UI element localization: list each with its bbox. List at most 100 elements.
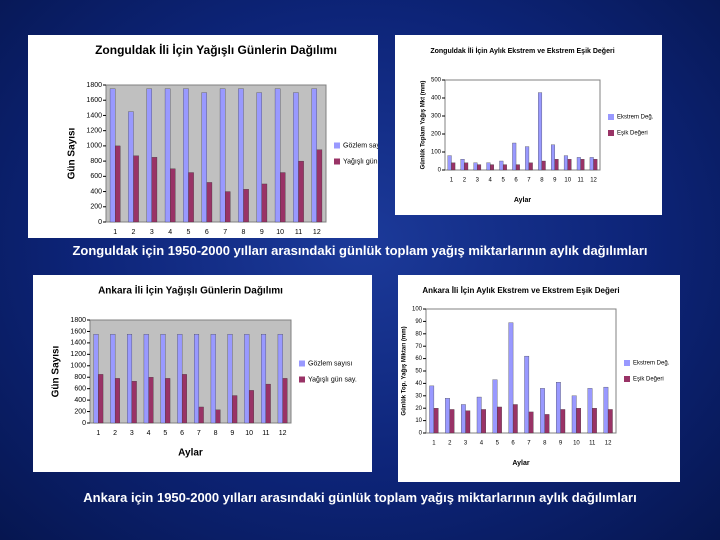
legend-label: Eşik Değeri [633,377,664,383]
y-tick-label: 300 [431,114,442,120]
bar [225,191,231,223]
x-tick-label: 1 [432,441,436,447]
x-tick-label: 3 [130,430,134,437]
y-tick-label: 100 [412,307,423,313]
bar [589,157,594,171]
bar [499,160,504,171]
bar [508,322,514,434]
y-axis-label: Günlük Top. Yağış Miktarı (mm) [402,326,408,415]
y-tick-label: 400 [90,188,102,195]
bar [164,88,171,223]
caption: Zonguldak için 1950-2000 yılları arasınd… [72,243,648,258]
chart-panel: Ankara İli İçin Aylık Ekstrem ve Ekstrem… [398,275,680,482]
legend-label: Yağışlı gün say. [343,158,378,165]
bar [473,162,478,171]
bar [194,334,200,424]
x-tick-label: 9 [553,178,557,184]
x-tick-label: 11 [589,441,596,447]
y-tick-label: 1800 [86,82,102,89]
x-tick-label: 10 [573,441,580,447]
y-tick-label: 400 [431,96,442,102]
bar [248,390,254,424]
x-tick-label: 11 [578,178,585,184]
chart-panel: Zonguldak İli İçin Yağışlı Günlerin Dağı… [28,35,392,258]
bar [227,334,233,424]
y-tick-label: 0 [82,420,86,427]
bar [476,396,482,434]
y-tick-label: 1400 [86,112,102,119]
bar [293,92,299,223]
x-tick-label: 4 [489,178,493,184]
y-axis-label: Gün Sayısı [67,127,78,179]
y-axis-label: Gün Sayısı [51,345,62,397]
bar [165,378,171,424]
legend-label: Ekstrem Değ. [633,361,670,367]
x-tick-label: 10 [245,430,253,437]
x-tick-label: 2 [113,430,117,437]
x-tick-label: 1 [113,229,117,236]
plot-area [89,319,292,424]
bar [243,189,249,223]
x-tick-label: 7 [223,229,227,236]
bar [451,162,456,171]
bar [177,334,183,424]
bar [576,157,581,171]
legend-swatch [624,360,630,366]
x-tick-label: 5 [187,229,191,236]
bar [464,162,469,171]
x-axis-label: Aylar [178,448,203,459]
y-tick-label: 100 [431,150,442,156]
y-tick-label: 1400 [70,340,86,347]
bar [115,145,121,223]
y-tick-label: 1000 [86,143,102,150]
x-tick-label: 3 [150,229,154,236]
bar [148,377,154,424]
bar [603,386,609,434]
x-tick-label: 12 [279,430,287,437]
y-tick-label: 1800 [70,317,86,324]
y-tick-label: 0 [419,431,423,437]
bar [490,164,494,171]
legend-swatch [608,130,614,136]
bar [593,159,598,171]
bar [502,164,507,171]
chart: Ankara İli İçin Yağışlı Günlerin Dağılım… [51,284,357,459]
x-tick-label: 6 [514,178,518,184]
bar [93,334,99,424]
y-tick-label: 10 [415,418,422,424]
y-tick-label: 0 [438,168,442,174]
x-tick-label: 11 [295,229,302,236]
bar [554,159,559,171]
chart-title: Zonguldak İli İçin Yağışlı Günlerin Dağı… [95,42,337,57]
bar [238,88,244,223]
y-tick-label: 800 [74,374,86,381]
bar [133,155,139,223]
bar [170,168,176,223]
bar [563,155,568,171]
bar [449,409,455,434]
x-axis-label: Aylar [512,460,530,467]
chart-title: Ankara İli İçin Aylık Ekstrem ve Ekstrem… [422,286,619,295]
y-tick-label: 500 [431,78,442,84]
y-tick-label: 800 [90,158,102,165]
bar [540,388,545,434]
bar [244,334,250,424]
x-tick-label: 8 [543,441,547,447]
bar [492,379,498,434]
bar [261,334,267,424]
x-tick-label: 6 [511,441,515,447]
y-tick-label: 1600 [70,328,86,335]
y-tick-label: 40 [415,381,422,387]
x-tick-label: 8 [242,229,246,236]
bar [201,92,207,223]
bar [110,334,116,424]
bar [261,183,268,223]
chart-panel: Ankara İli İçin Yağışlı Günlerin Dağılım… [33,275,372,472]
plot-area [444,79,601,171]
bar [571,395,577,434]
y-tick-label: 200 [74,408,86,415]
y-tick-label: 1600 [86,97,102,104]
bar [528,162,533,171]
x-tick-label: 6 [180,430,184,437]
bar [274,88,281,223]
